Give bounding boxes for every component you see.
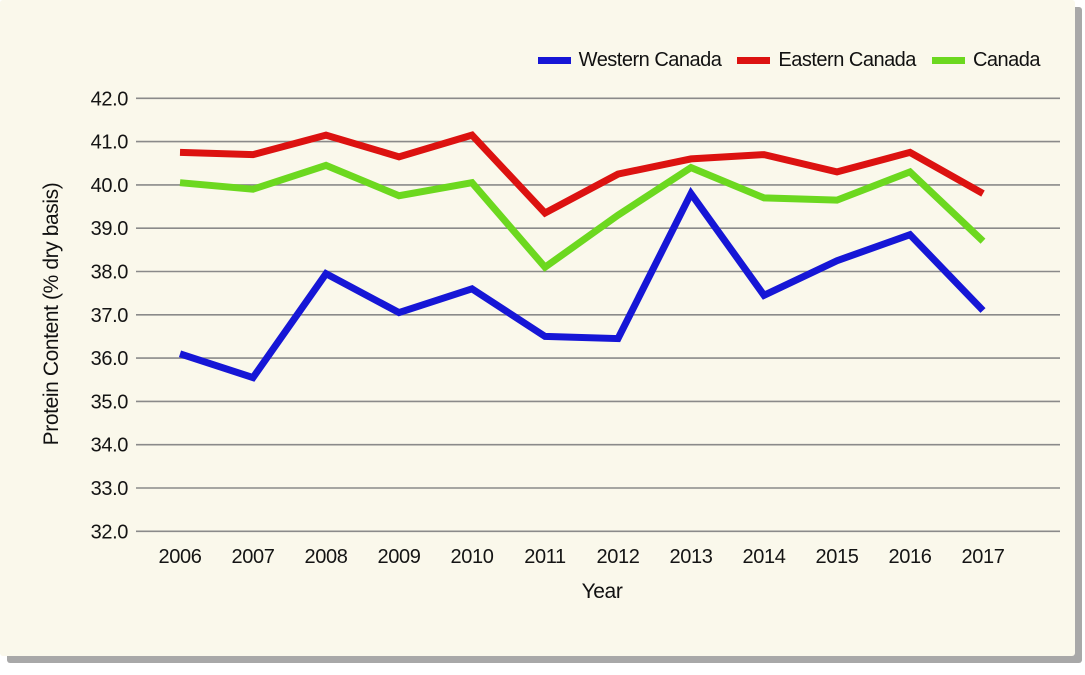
legend-label: Western Canada — [578, 49, 722, 71]
y-tick-label: 42.0 — [91, 88, 129, 110]
y-tick-label: 38.0 — [91, 262, 129, 284]
x-tick-label: 2008 — [305, 546, 348, 568]
legend-item-western-canada: Western Canada — [537, 49, 722, 72]
legend-swatch-canada — [931, 57, 965, 64]
legend-label: Eastern Canada — [778, 49, 916, 71]
series-line-eastern-canada — [179, 131, 985, 218]
chart-card: 42.0 41.0 40.0 39.0 38.0 37.0 36.0 35.0 34.0 33.0… — [0, 0, 1075, 656]
x-tick-label: 2015 — [816, 546, 859, 568]
x-tick-label: 2011 — [524, 546, 566, 568]
chart-legend: Western Canada Eastern Canada Canada — [0, 49, 1041, 72]
y-tick-label: 36.0 — [91, 348, 129, 370]
x-tick-label: 2006 — [159, 546, 202, 568]
y-tick-label: 34.0 — [91, 435, 129, 457]
series-line-western-canada — [178, 186, 986, 382]
legend-item-canada: Canada — [931, 49, 1041, 72]
y-tick-label: 39.0 — [91, 218, 129, 240]
y-tick-label: 40.0 — [91, 175, 129, 197]
x-tick-label: 2014 — [743, 546, 786, 568]
series-line-canada — [179, 161, 986, 272]
y-tick-label: 41.0 — [91, 132, 129, 154]
x-tick-label: 2009 — [378, 546, 421, 568]
x-tick-label: 2007 — [232, 546, 275, 568]
x-tick-label: 2012 — [597, 546, 640, 568]
x-tick-label: 2016 — [889, 546, 932, 568]
protein-content-line-chart: 42.0 41.0 40.0 39.0 38.0 37.0 36.0 35.0 34.0 33.0… — [91, 88, 1060, 568]
y-tick-label: 33.0 — [91, 478, 129, 500]
y-tick-label: 32.0 — [91, 521, 129, 543]
y-tick-label: 37.0 — [91, 305, 129, 327]
legend-item-eastern-canada: Eastern Canada — [737, 49, 916, 72]
x-axis-title: Year — [581, 580, 623, 603]
y-axis-title: Protein Content (% dry basis) — [40, 182, 63, 446]
x-tick-label: 2013 — [670, 546, 713, 568]
x-tick-label: 2010 — [451, 546, 494, 568]
x-tick-label: 2017 — [962, 546, 1005, 568]
legend-label: Canada — [972, 49, 1041, 71]
y-tick-label: 35.0 — [91, 391, 129, 413]
legend-swatch-western-canada — [537, 57, 571, 64]
legend-swatch-eastern-canada — [737, 57, 771, 64]
